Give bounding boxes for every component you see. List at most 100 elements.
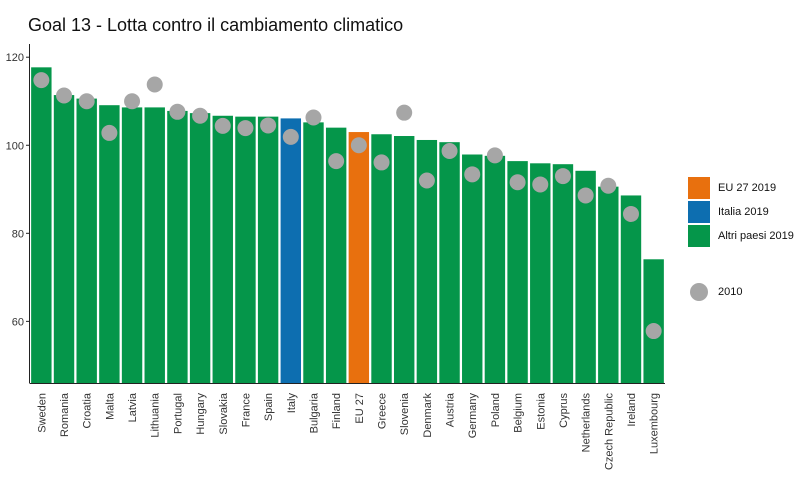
- bars: [31, 67, 664, 384]
- bar-slovenia: [393, 136, 415, 383]
- bar-eu-27: [348, 132, 370, 383]
- dot-2010-bulgaria: [305, 109, 322, 126]
- dot-2010-germany: [464, 166, 481, 183]
- legend-item-eu27: EU 27 2019: [688, 176, 794, 199]
- bar-ireland: [620, 195, 642, 383]
- dot-2010-czech-republic: [600, 177, 617, 194]
- dot-2010-portugal: [169, 103, 186, 120]
- x-tick-label: Malta: [104, 392, 116, 420]
- chart-title: Goal 13 - Lotta contro il cambiamento cl…: [28, 15, 404, 35]
- dot-2010-estonia: [532, 176, 549, 193]
- x-axis-labels: Sweden Romania Croatia Malta Latvia Lithuania…: [36, 392, 660, 470]
- bar-luxembourg: [643, 259, 664, 383]
- y-tick-label: 100: [6, 140, 24, 152]
- x-tick-label: Portugal: [172, 393, 184, 434]
- legend: EU 27 2019 Italia 2019 Altri paesi 2019: [688, 176, 794, 248]
- y-tick-label: 120: [6, 52, 24, 64]
- dot-2010-ireland: [622, 205, 639, 222]
- x-tick-label: Spain: [263, 393, 275, 421]
- bar-hungary: [189, 113, 211, 383]
- x-tick-label: Cyprus: [558, 393, 570, 428]
- x-tick-label: EU 27: [354, 393, 366, 424]
- x-tick-label: Italy: [286, 393, 298, 414]
- x-tick-label: Bulgaria: [308, 392, 320, 433]
- bar-austria: [439, 142, 460, 383]
- bar-spain: [257, 116, 279, 384]
- dot-2010-italy: [282, 128, 299, 145]
- bar-denmark: [416, 139, 438, 383]
- dot-2010-denmark: [418, 172, 435, 189]
- dot-2010-romania: [56, 87, 73, 104]
- dot-2010-slovenia: [396, 104, 413, 121]
- y-axis: 60 80 100 120: [6, 44, 665, 384]
- x-tick-label: Estonia: [535, 392, 547, 430]
- dot-2010-netherlands: [577, 187, 594, 204]
- bar-romania: [53, 95, 75, 383]
- x-tick-label: Croatia: [82, 392, 94, 428]
- bar-bulgaria: [303, 122, 324, 383]
- legend-label-italia: Italia 2019: [718, 205, 769, 218]
- legend-swatch-italia: [688, 200, 710, 223]
- legend-item-altri: Altri paesi 2019: [688, 224, 794, 247]
- x-tick-label: Finland: [331, 393, 343, 429]
- bar-lithuania: [144, 107, 165, 383]
- bar-estonia: [530, 163, 551, 383]
- x-tick-label: Denmark: [422, 393, 434, 438]
- legend-item-2010: 2010: [688, 283, 742, 301]
- dot-2010-luxembourg: [645, 323, 662, 340]
- x-tick-label: Slovakia: [218, 392, 230, 434]
- bar-czech-republic: [598, 186, 619, 383]
- dot-2010-hungary: [192, 107, 209, 124]
- dot-2010-malta: [101, 124, 118, 141]
- y-tick-label: 60: [12, 316, 24, 328]
- bar-finland: [325, 127, 347, 383]
- y-tick-label: 80: [12, 228, 24, 240]
- x-tick-label: Germany: [467, 393, 479, 439]
- bar-france: [235, 116, 256, 384]
- bar-slovakia: [212, 115, 233, 384]
- dot-2010-latvia: [124, 93, 141, 110]
- x-tick-label: Sweden: [36, 393, 48, 433]
- legend-label-eu27: EU 27 2019: [718, 181, 777, 194]
- x-tick-label: Luxembourg: [649, 393, 661, 454]
- dots-2010: [33, 72, 662, 340]
- legend-label-altri: Altri paesi 2019: [718, 229, 794, 242]
- x-tick-label: Latvia: [127, 392, 139, 422]
- x-tick-label: Slovenia: [399, 392, 411, 435]
- x-tick-label: Austria: [445, 392, 457, 427]
- dot-2010-poland: [486, 147, 503, 164]
- dot-2010-croatia: [78, 93, 95, 110]
- bar-greece: [371, 134, 392, 383]
- legend-dot-2010: [690, 283, 708, 301]
- dot-2010-sweden: [33, 72, 50, 89]
- dot-2010-cyprus: [554, 168, 571, 185]
- bar-malta: [99, 105, 120, 383]
- bar-croatia: [76, 98, 97, 383]
- x-tick-label: Romania: [59, 392, 71, 437]
- x-tick-label: Czech Republic: [603, 393, 615, 471]
- bar-cyprus: [552, 164, 574, 383]
- dot-2010-france: [237, 120, 254, 137]
- dot-2010-slovakia: [214, 117, 231, 134]
- x-tick-label: Lithuania: [150, 392, 162, 438]
- x-tick-label: Poland: [490, 393, 502, 427]
- dot-2010-spain: [260, 117, 277, 134]
- bar-poland: [484, 155, 506, 383]
- legend-swatch-altri: [688, 224, 710, 247]
- dot-2010-greece: [373, 154, 390, 171]
- bar-netherlands: [575, 170, 596, 383]
- dot-2010-belgium: [509, 174, 526, 191]
- legend-swatch-eu27: [688, 176, 710, 199]
- x-tick-label: Ireland: [626, 393, 638, 427]
- legend-item-italia: Italia 2019: [688, 200, 794, 223]
- x-tick-label: Netherlands: [581, 393, 593, 453]
- bar-italy: [280, 118, 302, 383]
- bar-portugal: [167, 110, 188, 383]
- bar-germany: [462, 154, 483, 383]
- bar-latvia: [121, 107, 143, 383]
- dot-2010-finland: [328, 153, 345, 170]
- dot-2010-eu-27: [350, 137, 367, 154]
- x-tick-label: Hungary: [195, 393, 207, 435]
- legend-label-2010: 2010: [718, 286, 743, 298]
